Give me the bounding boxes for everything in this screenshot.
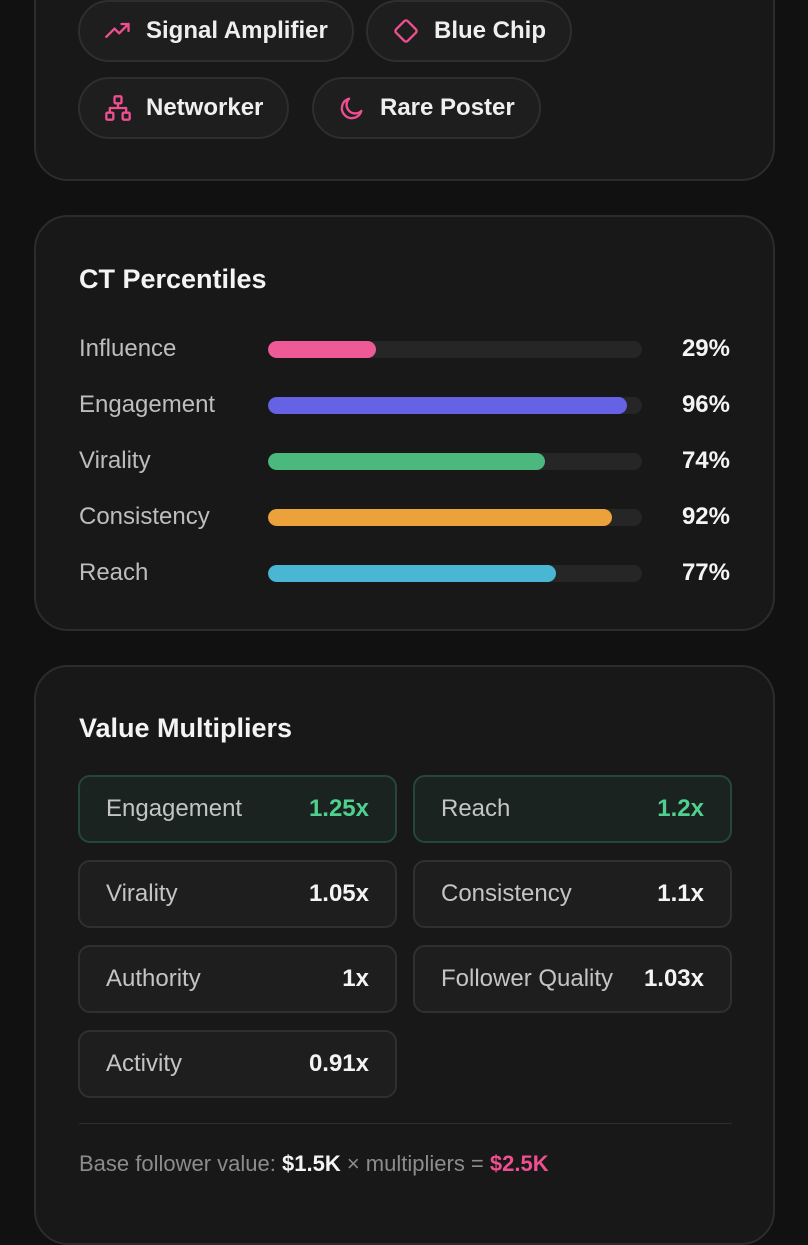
- multiplier-value: 1.1x: [657, 880, 704, 907]
- multiplier-value: 0.91x: [308, 1050, 369, 1077]
- summary-prefix: Base follower value:: [79, 1151, 282, 1176]
- trending-up-icon: [105, 22, 130, 38]
- multiplier-authority: Authority 1x: [78, 945, 397, 1013]
- network-icon: [105, 95, 131, 121]
- multiplier-virality: Virality 1.05x: [78, 860, 397, 928]
- percentile-bar: [268, 453, 545, 470]
- percentile-row-reach: Reach 77%: [36, 558, 773, 588]
- multiplier-follower-quality: Follower Quality 1.03x: [413, 945, 732, 1013]
- badge-label: Blue Chip: [434, 17, 546, 44]
- multiplier-label: Activity: [106, 1050, 183, 1077]
- total-value: $2.5K: [489, 1151, 549, 1176]
- badge-networker[interactable]: Networker: [78, 77, 290, 139]
- multiplier-label: Reach: [441, 795, 511, 822]
- summary-middle: × multipliers =: [340, 1151, 490, 1176]
- percentile-value: 92%: [681, 503, 730, 530]
- percentile-track: [268, 565, 642, 582]
- percentile-label: Consistency: [79, 503, 210, 530]
- moon-icon: [340, 97, 363, 120]
- percentile-label: Virality: [79, 447, 151, 474]
- multiplier-value: 1.03x: [643, 965, 704, 992]
- percentile-track: [268, 453, 642, 470]
- percentile-value: 96%: [681, 391, 730, 418]
- multiplier-label: Authority: [106, 965, 201, 992]
- percentile-track: [268, 397, 642, 414]
- multiplier-label: Virality: [106, 880, 178, 907]
- percentiles-card: CT Percentiles Influence 29% Engagement …: [34, 215, 775, 631]
- base-value-summary: Base follower value: $1.5K × multipliers…: [79, 1151, 549, 1177]
- percentile-label: Reach: [79, 559, 149, 586]
- multiplier-consistency: Consistency 1.1x: [413, 860, 732, 928]
- multiplier-reach: Reach 1.2x: [413, 775, 732, 843]
- multipliers-title: Value Multipliers: [79, 713, 293, 743]
- badge-blue-chip[interactable]: Blue Chip: [366, 0, 572, 62]
- percentile-label: Influence: [79, 335, 177, 362]
- divider: [79, 1123, 732, 1124]
- multiplier-value: 1.25x: [308, 795, 369, 822]
- multiplier-engagement: Engagement 1.25x: [78, 775, 397, 843]
- multipliers-card: Value Multipliers Engagement 1.25x Reach…: [34, 665, 775, 1245]
- percentile-row-engagement: Engagement 96%: [36, 390, 773, 420]
- multiplier-label: Follower Quality: [441, 965, 614, 992]
- multiplier-value: 1.2x: [657, 795, 704, 822]
- percentile-track: [268, 341, 642, 358]
- percentile-bar: [268, 509, 613, 526]
- badges-card: Signal Amplifier Blue Chip Networker Rar…: [34, 0, 775, 181]
- badge-label: Rare Poster: [380, 94, 515, 121]
- multiplier-label: Engagement: [106, 795, 243, 822]
- percentile-bar: [268, 397, 628, 414]
- percentile-row-virality: Virality 74%: [36, 446, 773, 476]
- percentile-label: Engagement: [79, 391, 216, 418]
- percentile-value: 74%: [681, 447, 730, 474]
- percentile-value: 29%: [681, 335, 730, 362]
- base-value: $1.5K: [282, 1151, 341, 1176]
- percentile-value: 77%: [681, 559, 730, 586]
- percentile-row-influence: Influence 29%: [36, 334, 773, 364]
- percentiles-title: CT Percentiles: [79, 264, 267, 294]
- multiplier-label: Consistency: [441, 880, 572, 907]
- badge-label: Networker: [146, 94, 264, 121]
- multiplier-value: 1.05x: [308, 880, 369, 907]
- badge-signal-amplifier[interactable]: Signal Amplifier: [78, 0, 354, 62]
- percentile-bar: [268, 565, 556, 582]
- percentile-track: [268, 509, 642, 526]
- percentile-bar: [268, 341, 377, 358]
- multiplier-activity: Activity 0.91x: [78, 1030, 397, 1098]
- percentile-row-consistency: Consistency 92%: [36, 502, 773, 532]
- diamond-icon: [394, 19, 418, 43]
- badge-label: Signal Amplifier: [146, 17, 328, 44]
- badge-rare-poster[interactable]: Rare Poster: [312, 77, 541, 139]
- multiplier-value: 1x: [342, 965, 369, 992]
